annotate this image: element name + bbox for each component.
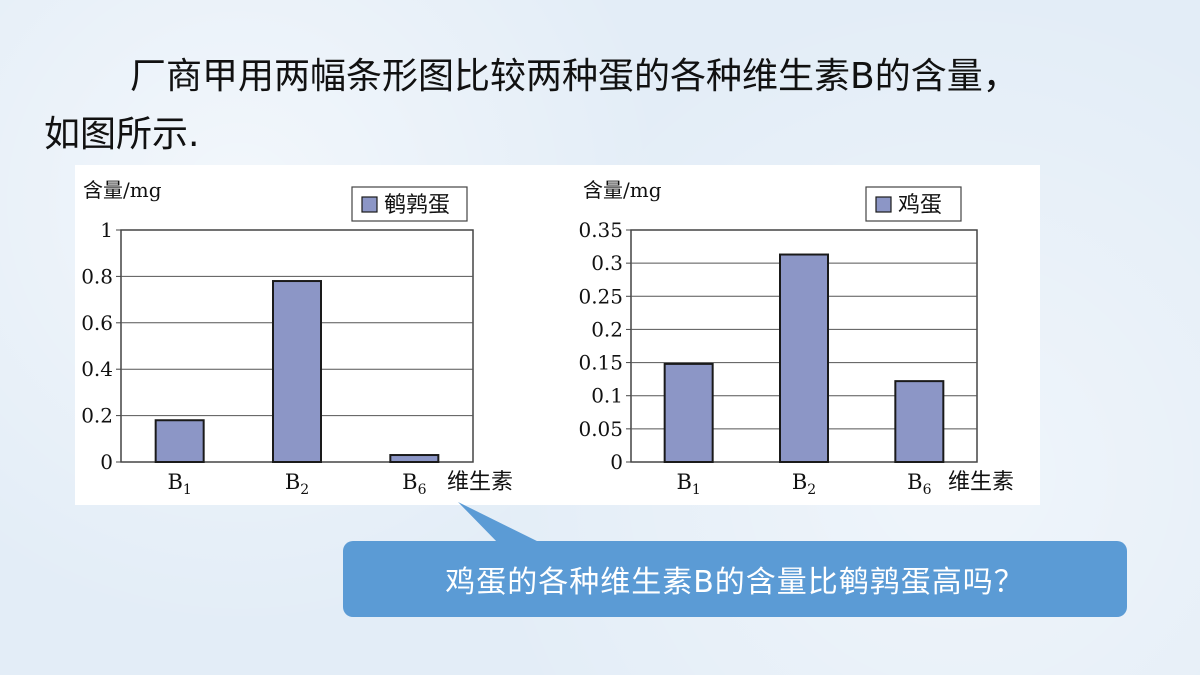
y-tick-label: 1 bbox=[100, 218, 113, 242]
x-tick-label: B2 bbox=[792, 470, 816, 498]
y-tick-label: 0.15 bbox=[578, 351, 623, 375]
x-axis-label: 维生素 bbox=[948, 470, 1014, 495]
y-tick-label: 0 bbox=[100, 450, 113, 474]
intro-line-1: 厂商甲用两幅条形图比较两种蛋的各种维生素B的含量， bbox=[130, 56, 1019, 97]
x-tick-label: B1 bbox=[676, 470, 700, 498]
bar-b1 bbox=[154, 419, 205, 464]
x-tick-label: B1 bbox=[167, 470, 191, 498]
chart-1: 0 0.2 0.4 0.6 0.8 1 B1 B2 B6 含量/mg 维生素 鹌鹑蛋 bbox=[81, 178, 513, 498]
question-text: 鸡蛋的各种维生素B的含量比鹌鹑蛋高吗？ bbox=[445, 565, 1025, 600]
y-tick-label: 0.8 bbox=[81, 264, 113, 288]
y-axis-label: 含量/mg bbox=[83, 178, 162, 202]
bar-b6 bbox=[389, 454, 440, 464]
bar-b2 bbox=[272, 280, 322, 464]
legend-label: 鹌鹑蛋 bbox=[384, 193, 450, 218]
charts-panel: 0 0.2 0.4 0.6 0.8 1 B1 B2 B6 含量/mg 维生素 鹌鹑蛋 0 0.05 0.1 0… bbox=[75, 165, 1040, 505]
legend-swatch bbox=[875, 196, 892, 213]
y-tick-label: 0.6 bbox=[81, 311, 113, 335]
y-tick-label: 0.25 bbox=[578, 284, 623, 308]
y-tick-label: 0.2 bbox=[591, 317, 623, 341]
x-axis-label: 维生素 bbox=[447, 470, 513, 495]
y-tick-label: 0.4 bbox=[81, 357, 113, 381]
intro-text: 厂商甲用两幅条形图比较两种蛋的各种维生素B的含量， 如图所示. bbox=[44, 48, 1154, 164]
y-tick-label: 0 bbox=[610, 450, 623, 474]
y-tick-label: 0.05 bbox=[578, 417, 623, 441]
legend-swatch bbox=[361, 196, 378, 213]
bar-b2 bbox=[779, 253, 829, 463]
intro-line-2: 如图所示. bbox=[44, 114, 200, 155]
y-tick-label: 0.35 bbox=[578, 218, 623, 242]
question-bubble: 鸡蛋的各种维生素B的含量比鹌鹑蛋高吗？ bbox=[343, 541, 1127, 617]
bar-b1 bbox=[663, 362, 714, 463]
x-tick-label: B2 bbox=[285, 470, 309, 498]
y-tick-label: 0.3 bbox=[591, 251, 623, 275]
legend-label: 鸡蛋 bbox=[898, 193, 942, 218]
y-tick-label: 0.1 bbox=[591, 384, 623, 408]
x-tick-label: B6 bbox=[402, 470, 426, 498]
y-tick-label: 0.2 bbox=[81, 404, 113, 428]
y-axis-label: 含量/mg bbox=[583, 178, 662, 202]
bar-b6 bbox=[894, 380, 945, 463]
x-tick-label: B6 bbox=[907, 470, 931, 498]
chart-2: 0 0.05 0.1 0.15 0.2 0.25 0.3 0.35 B1 B2 B6 含量/mg 维生素… bbox=[578, 178, 1014, 498]
